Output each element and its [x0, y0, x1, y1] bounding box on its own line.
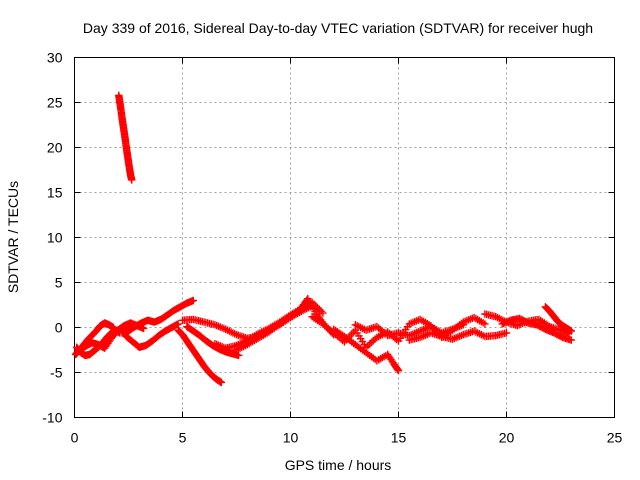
y-axis-title: SDTVAR / TECUs	[5, 181, 21, 293]
data-point	[217, 378, 226, 387]
grid-layer	[74, 57, 615, 418]
y-tick-label: 25	[47, 95, 63, 111]
series-arc-afternoon-b	[330, 325, 403, 375]
x-tick-label: 15	[391, 430, 407, 446]
x-axis-title: GPS time / hours	[285, 457, 392, 473]
data-point	[502, 329, 511, 337]
y-tick-label: -10	[42, 410, 62, 426]
data-point	[481, 320, 489, 328]
y-tick-label: 15	[47, 185, 63, 201]
series-arc-morning-low	[122, 320, 182, 351]
data-point	[394, 367, 403, 375]
chart-title: Day 339 of 2016, Sidereal Day-to-day VTE…	[83, 20, 593, 36]
x-tick-label: 5	[179, 430, 187, 446]
y-tick-label: 5	[55, 275, 63, 291]
data-point	[234, 351, 243, 360]
series-arc-evening-d	[541, 303, 575, 335]
series-arc-morning-rise	[118, 296, 197, 337]
x-tick-label: 0	[71, 430, 79, 446]
ticks-layer	[74, 57, 615, 418]
data-point	[128, 176, 136, 184]
y-tick-labels: -10 -5 0 5 10 15 20 25 30	[42, 50, 62, 426]
series-outlier-arc	[115, 91, 136, 184]
data-point	[174, 320, 182, 328]
data-point	[459, 321, 467, 329]
x-tick-label: 20	[499, 430, 515, 446]
data-point	[567, 327, 575, 335]
x-tick-label: 10	[283, 430, 299, 446]
data-point	[394, 365, 402, 374]
series-arc-afternoon-c	[351, 321, 467, 340]
y-tick-label: -5	[50, 365, 63, 381]
y-tick-label: 30	[47, 50, 63, 66]
series-arc-midday-b	[211, 298, 327, 352]
x-tick-label: 25	[607, 430, 623, 446]
data-point	[567, 336, 575, 344]
series-arc-evening-c	[498, 314, 575, 344]
data-point	[319, 309, 327, 317]
y-tick-label: 10	[47, 230, 63, 246]
series-arc-descent-a	[174, 326, 226, 387]
data-point	[139, 324, 148, 333]
data-point	[189, 296, 197, 305]
x-tick-labels: 0 5 10 15 20 25	[71, 430, 623, 446]
series-arc-evening-a	[405, 327, 511, 344]
y-tick-label: 20	[47, 140, 63, 156]
data-points	[71, 91, 575, 387]
y-tick-label: 0	[55, 320, 63, 336]
